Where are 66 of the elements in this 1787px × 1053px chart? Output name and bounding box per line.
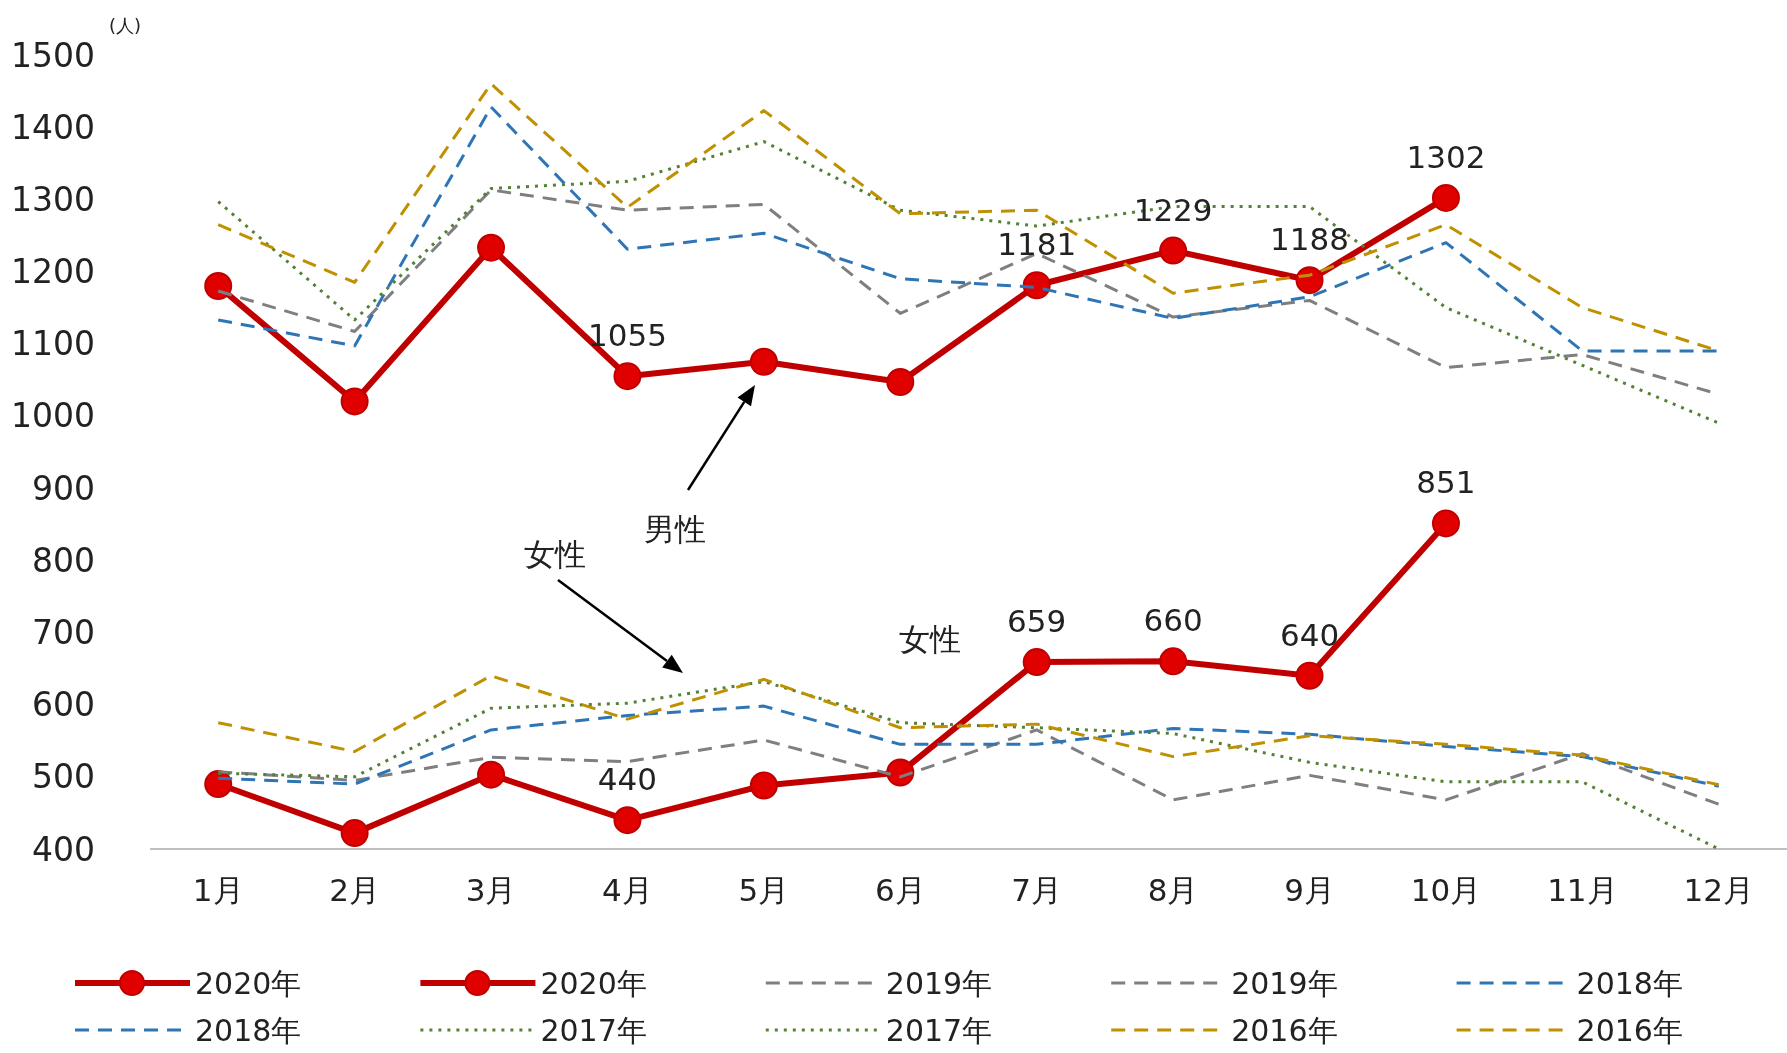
legend-label: 2019年 (885, 965, 993, 1001)
point (886, 367, 915, 396)
point (477, 233, 506, 262)
point (340, 819, 369, 848)
point (204, 271, 233, 300)
y-tick-label: 1300 (11, 179, 95, 219)
data-label: 660 (1143, 602, 1203, 639)
x-tick-label: 9月 (1284, 872, 1335, 908)
point (477, 760, 506, 789)
point (1295, 661, 1324, 690)
data-label: 851 (1416, 464, 1476, 501)
annotation: 女性 (899, 621, 961, 657)
y-tick-label: 400 (32, 829, 95, 869)
y-axis-title: (人) (108, 15, 142, 36)
legend-label: 2020年 (540, 965, 647, 1001)
point (749, 771, 778, 800)
point (1431, 509, 1460, 538)
legend-label: 2017年 (540, 1012, 647, 1048)
y-tick-label: 1500 (11, 35, 95, 75)
annotation: 女性 (524, 536, 586, 572)
legend-label: 2019年 (1231, 965, 1338, 1001)
point (340, 387, 369, 416)
data-label: 1055 (588, 317, 667, 354)
x-tick-label: 6月 (874, 872, 926, 908)
point (749, 347, 778, 376)
annotation: 男性 (644, 511, 706, 547)
point (613, 362, 642, 391)
y-tick-label: 1100 (11, 324, 95, 364)
data-label: 659 (1007, 603, 1067, 640)
y-tick-label: 700 (32, 612, 95, 652)
x-tick-label: 11月 (1547, 872, 1618, 908)
point (1159, 236, 1188, 265)
data-label: 1302 (1406, 138, 1486, 175)
x-tick-label: 3月 (465, 872, 517, 908)
y-tick-label: 800 (32, 540, 95, 580)
y-tick-label: 500 (32, 757, 95, 797)
point (1022, 271, 1051, 300)
legend-label: 2017年 (885, 1012, 993, 1048)
y-tick-label: 1200 (11, 252, 95, 292)
x-tick-label: 2月 (329, 872, 380, 908)
y-tick-label: 600 (32, 685, 95, 725)
x-tick-label: 10月 (1410, 872, 1482, 908)
x-tick-label: 7月 (1011, 872, 1063, 908)
legend-label: 2020年 (195, 965, 302, 1001)
point (1022, 648, 1051, 677)
data-label: 1188 (1270, 221, 1349, 258)
legend-label: 2016年 (1576, 1012, 1683, 1048)
point (1159, 647, 1188, 676)
data-label: 1181 (997, 226, 1077, 263)
y-tick-label: 900 (32, 468, 95, 508)
y-tick-label: 1000 (11, 396, 95, 436)
data-label: 440 (597, 761, 658, 798)
x-tick-label: 8月 (1147, 872, 1199, 908)
legend-label: 2018年 (195, 1012, 302, 1048)
data-label: 1229 (1133, 191, 1213, 228)
y-tick-label: 1400 (11, 107, 95, 147)
x-tick-label: 1月 (192, 872, 244, 908)
x-tick-label: 4月 (602, 872, 653, 908)
x-tick-label: 12月 (1683, 872, 1755, 908)
data-label: 640 (1279, 616, 1340, 653)
point (1431, 183, 1460, 212)
x-tick-label: 5月 (738, 872, 790, 908)
legend-label: 2018年 (1576, 965, 1683, 1001)
legend-label: 2016年 (1231, 1012, 1338, 1048)
point (1295, 266, 1324, 295)
point (613, 806, 642, 835)
